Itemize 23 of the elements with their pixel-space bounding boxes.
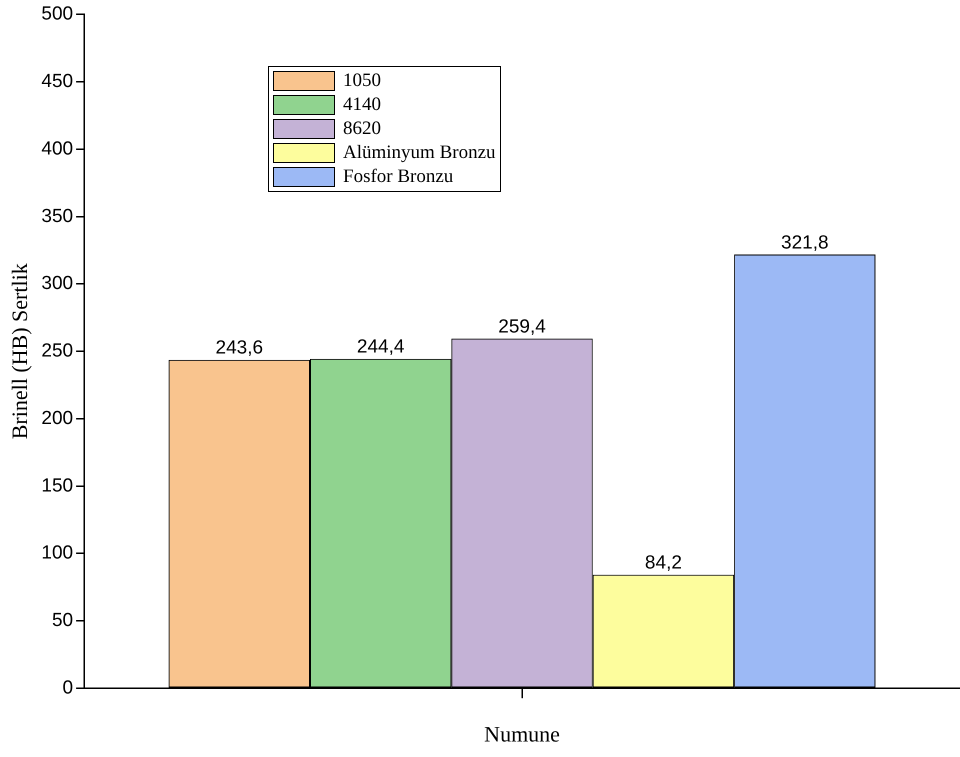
x-axis-title: Numune [484,722,560,747]
y-axis-title: Brinell (HB) Sertlik [6,263,32,440]
legend-label: 4140 [343,94,381,116]
data-label: 84,2 [644,552,682,574]
data-label: 259,4 [498,316,546,338]
data-label: 244,4 [356,336,405,358]
data-label: 321,8 [781,232,829,254]
y-tick-label: 150 [41,475,74,496]
y-tick-label: 50 [52,610,74,632]
legend-label: 8620 [343,118,381,140]
y-tick-label: 250 [41,340,74,362]
y-tick-label: 500 [41,4,74,25]
y-tick-label: 400 [41,138,74,160]
y-tick-label: 0 [62,677,74,698]
y-tick-label: 350 [41,206,74,227]
legend-label: Fosfor Bronzu [343,166,454,188]
legend-label: 1050 [343,70,381,92]
y-tick-label: 100 [41,542,74,564]
y-tick-label: 450 [41,71,74,92]
y-tick-label: 200 [41,408,74,429]
data-label: 243,6 [216,338,264,359]
legend-label: Alüminyum Bronzu [343,142,496,164]
y-tick-label: 300 [41,273,74,294]
